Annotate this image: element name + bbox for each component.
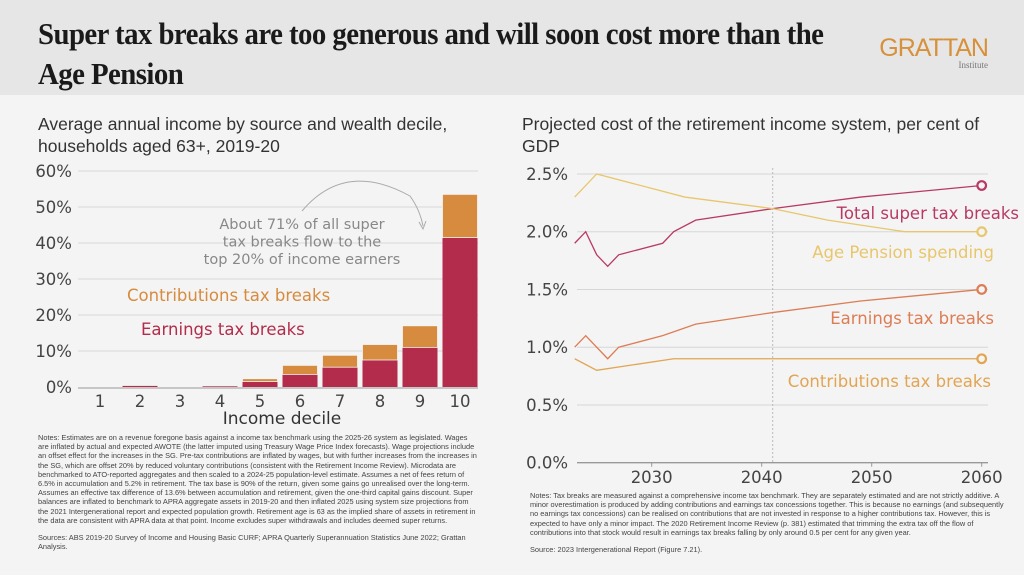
y-tick-label: 60% — [35, 162, 72, 181]
bar-contributions — [442, 193, 478, 238]
right-source: Source: 2023 Intergenerational Report (F… — [530, 545, 703, 555]
x-tick-label: 8 — [375, 392, 386, 411]
x-tick-label: 7 — [335, 392, 346, 411]
left-notes-text: Notes: Estimates are on a revenue forego… — [38, 433, 477, 525]
legend-earnings: Earnings tax breaks — [141, 320, 305, 339]
x-tick-label: 1 — [95, 392, 106, 411]
x-tick-label: 2 — [135, 392, 146, 411]
logo-sub: Institute — [958, 60, 989, 70]
series-label-total: Total super tax breaks — [836, 204, 1019, 223]
y-tick-label: 10% — [35, 342, 72, 361]
x-tick-label: 2030 — [631, 468, 673, 487]
line-contributions — [574, 358, 982, 371]
x-tick-label: 9 — [415, 392, 426, 411]
end-marker-contributions — [976, 353, 988, 365]
logo-main: GRATTAN — [879, 34, 989, 62]
x-tick-label: 10 — [450, 392, 471, 411]
bar-chart: 0% 10% 20% 30% 40% 50% 60% 1 2 3 4 5 6 7 8 9 10 Income de… — [35, 162, 478, 429]
bar-contributions — [362, 344, 398, 361]
y-tick-label: 1.5% — [526, 280, 568, 299]
line-earnings — [574, 288, 982, 360]
x-axis-title: Income decile — [223, 409, 341, 429]
series-label-age-pension: Age Pension spending — [812, 243, 994, 262]
x-tick-label: 2040 — [741, 468, 783, 487]
y-tick-label: 2.0% — [526, 223, 568, 242]
bar-earnings — [242, 381, 278, 387]
arrowhead-icon — [418, 220, 427, 231]
end-marker-total — [976, 180, 988, 191]
header-band: Super tax breaks are too generous and wi… — [0, 0, 1024, 95]
right-notes: Notes: Tax breaks are measured against a… — [530, 491, 1010, 562]
series-label-contributions: Contributions tax breaks — [788, 372, 991, 391]
bar-contributions — [202, 384, 238, 387]
y-tick-label: 0.5% — [526, 396, 568, 415]
bar-earnings — [282, 374, 318, 387]
y-tick-label: 0.0% — [526, 454, 568, 473]
bar-earnings — [202, 385, 238, 387]
annotation-arrow — [301, 180, 424, 227]
legend-contributions: Contributions tax breaks — [127, 286, 330, 305]
bar-contributions — [402, 325, 438, 348]
y-tick-label: 20% — [35, 306, 72, 325]
y-tick-label: 1.0% — [526, 338, 568, 357]
series-label-earnings: Earnings tax breaks — [830, 309, 994, 328]
y-tick-label: 50% — [35, 198, 72, 217]
bar-earnings — [122, 385, 158, 387]
bar-earnings — [362, 360, 398, 387]
y-tick-label: 30% — [35, 270, 72, 289]
annotation-text: top 20% of income earners — [204, 252, 401, 268]
y-tick-label: 2.5% — [526, 165, 568, 184]
end-marker-earnings — [976, 284, 988, 295]
left-sources: Sources: ABS 2019-20 Survey of Income an… — [38, 533, 466, 552]
annotation-text: About 71% of all super — [219, 217, 384, 233]
line-chart: 0.0% 0.5% 1.0% 1.5% 2.0% 2.5% 2030 2040 2050 2060… — [526, 165, 1019, 487]
x-tick-label: 6 — [295, 392, 306, 411]
end-marker-age-pension — [976, 226, 988, 238]
bar-earnings — [442, 237, 478, 387]
annotation-text: tax breaks flow to the — [223, 235, 381, 251]
bar-contributions — [322, 354, 358, 368]
bar-contributions — [242, 378, 278, 383]
left-notes: Notes: Estimates are on a revenue forego… — [38, 433, 478, 559]
x-tick-label: 5 — [255, 392, 266, 411]
line-total — [574, 184, 982, 268]
left-chart-title: Average annual income by source and weal… — [38, 114, 448, 156]
right-notes-text: Notes: Tax breaks are measured against a… — [530, 491, 1004, 537]
grattan-logo: GRATTAN Institute — [864, 34, 989, 71]
bar-earnings — [402, 347, 438, 387]
x-tick-label: 2060 — [961, 468, 1003, 487]
x-tick-label: 4 — [215, 392, 226, 411]
x-tick-label: 3 — [175, 392, 186, 411]
y-tick-label: 40% — [35, 234, 72, 253]
bar-contributions — [282, 364, 318, 375]
x-tick-label: 2050 — [851, 468, 893, 487]
right-chart-title: Projected cost of the retirement income … — [522, 114, 980, 156]
line-age-pension — [574, 173, 982, 233]
bar-earnings — [322, 367, 358, 387]
y-tick-label: 0% — [46, 378, 72, 397]
page-title: Super tax breaks are too generous and wi… — [38, 16, 824, 91]
